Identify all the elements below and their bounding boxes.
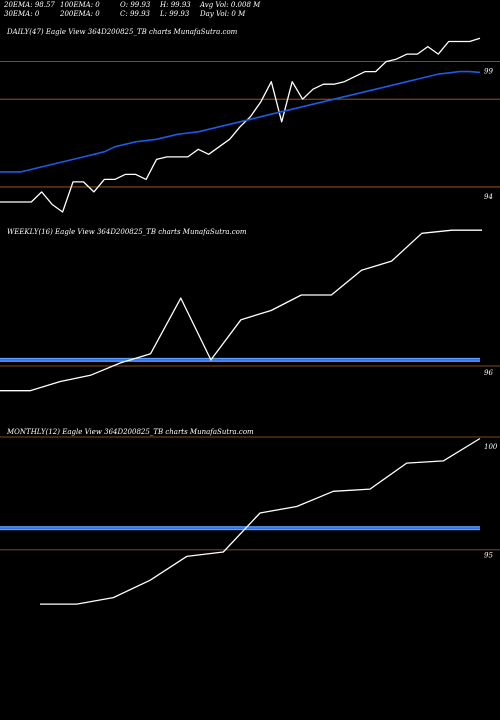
header-open: O: 99.93	[120, 1, 151, 9]
weekly-price-line	[0, 229, 482, 392]
header-high: H: 99.93	[160, 1, 191, 9]
weekly-tick-label-0: 96	[484, 369, 493, 377]
daily-chart-title: DAILY(47) Eagle View 364D200825_TB chart…	[6, 28, 238, 36]
monthly-tick-label-1: 95	[484, 552, 493, 560]
weekly-chart-title: WEEKLY(16) Eagle View 364D200825_TB char…	[7, 228, 247, 236]
header-ema30: 30EMA: 0	[4, 10, 40, 18]
header-ema20: 20EMA: 98.57	[4, 1, 55, 9]
header-close: C: 99.93	[120, 10, 150, 18]
header-ema100: 100EMA: 0	[60, 1, 100, 9]
monthly-chart-title: MONTHLY(12) Eagle View 364D200825_TB cha…	[6, 428, 254, 436]
daily-price-line	[0, 37, 481, 213]
monthly-price-line	[40, 437, 481, 605]
header-low: L: 99.93	[160, 10, 190, 18]
daily-ema-line	[0, 70, 481, 173]
header-avg-vol: Avg Vol: 0.008 M	[200, 1, 261, 9]
monthly-tick-label-0: 100	[484, 443, 498, 451]
header-day-vol: Day Vol: 0 M	[200, 10, 246, 18]
daily-tick-label-0: 99	[484, 68, 493, 76]
daily-tick-label-1: 94	[484, 193, 493, 201]
header-ema200: 200EMA: 0	[60, 10, 100, 18]
